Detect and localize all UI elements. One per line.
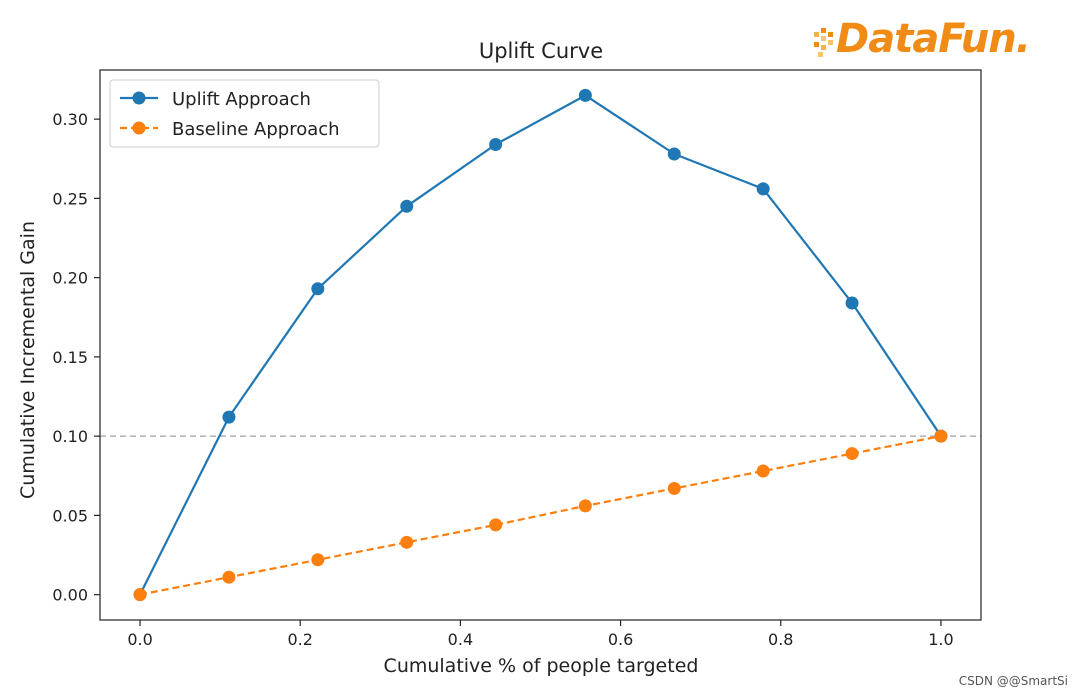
y-tick-label: 0.15 [52,348,88,367]
y-axis-label: Cumulative Incremental Gain [17,221,39,499]
x-tick-label: 0.6 [608,630,633,649]
legend-marker-uplift [132,91,146,105]
legend-marker-baseline [132,121,146,135]
data-point-baseline [667,481,681,495]
data-point-baseline [400,535,414,549]
x-axis-label: Cumulative % of people targeted [384,655,699,677]
legend: Uplift Approach Baseline Approach [109,79,380,148]
data-point-baseline [311,553,325,567]
data-point-uplift [222,410,236,424]
y-tick-label: 0.20 [52,269,88,288]
y-tick-label: 0.10 [52,427,88,446]
data-point-baseline [756,464,770,478]
data-point-baseline [578,499,592,513]
y-tick-label: 0.05 [52,506,88,525]
logo-text: DataFun. [836,16,1031,62]
data-point-baseline [845,447,859,461]
data-point-baseline [489,518,503,532]
x-tick-label: 0.4 [448,630,473,649]
y-tick-label: 0.30 [52,110,88,129]
data-point-baseline [934,429,948,443]
data-point-uplift [578,88,592,102]
series-line-uplift [139,94,942,596]
data-point-uplift [756,182,770,196]
data-point-baseline [133,588,147,602]
chart-title: Uplift Curve [479,39,603,63]
y-tick-label: 0.25 [52,189,88,208]
data-point-uplift [489,137,503,151]
y-tick-label: 0.00 [52,586,88,605]
data-point-baseline [222,570,236,584]
series-line-baseline [139,435,942,596]
x-tick-label: 0.2 [288,630,313,649]
plot-area: 0.0 0.2 0.4 0.6 0.8 1.0 0.00 0.05 0.10 0.15 0.20 0.… [52,69,982,649]
plot-frame [99,69,982,621]
logo-mosaic-icon [814,28,833,57]
data-point-uplift [845,296,859,310]
data-point-uplift [311,282,325,296]
watermark: CSDN @@SmartSi [958,674,1068,688]
x-tick-label: 0.0 [127,630,152,649]
legend-label-baseline: Baseline Approach [172,119,340,140]
legend-label-uplift: Uplift Approach [172,89,311,110]
legend-box [109,79,380,148]
x-tick-label: 0.8 [768,630,793,649]
x-tick-label: 1.0 [928,630,953,649]
datafun-logo: DataFun. [812,14,1032,70]
data-point-uplift [667,147,681,161]
data-point-uplift [400,199,414,213]
